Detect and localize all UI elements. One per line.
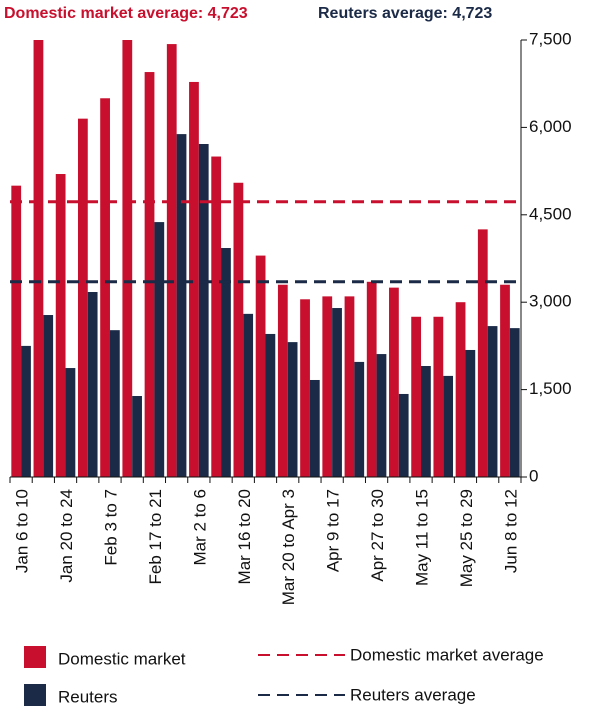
bar — [309, 379, 320, 477]
bar — [100, 98, 110, 478]
y-tick-label: 7,500 — [529, 29, 572, 48]
bar — [21, 345, 31, 477]
bar — [211, 156, 222, 478]
bar — [109, 330, 120, 477]
bar — [389, 287, 399, 477]
legend-label: Domestic market average — [350, 645, 544, 664]
bar — [43, 315, 54, 477]
chart-title: Domestic market average: 4,723 — [4, 5, 248, 22]
x-tick-label: Feb 3 to 7 — [101, 489, 120, 566]
legend-swatch — [24, 646, 46, 668]
bar — [87, 292, 98, 477]
bar — [465, 349, 476, 477]
bar — [421, 366, 431, 477]
x-tick-label: Jan 6 to 10 — [13, 489, 32, 573]
x-tick-label: Mar 16 to 20 — [235, 489, 254, 584]
bar — [65, 368, 76, 477]
bar — [189, 81, 199, 478]
x-tick-label: May 11 to 15 — [413, 489, 432, 586]
y-tick-label: 6,000 — [529, 117, 572, 136]
bar — [33, 40, 44, 477]
bar — [500, 284, 510, 477]
y-tick-label: 3,000 — [529, 292, 572, 311]
x-tick-label: Jan 20 to 24 — [57, 489, 76, 583]
bar — [332, 308, 342, 477]
bar — [322, 296, 333, 477]
bar — [366, 281, 377, 477]
legend-label: Domestic market — [58, 649, 186, 668]
bar — [300, 299, 310, 477]
bar — [487, 326, 498, 477]
bar — [411, 316, 422, 477]
bar — [166, 44, 177, 477]
legend-label: Reuters — [58, 687, 118, 706]
legend-label: Reuters average — [350, 685, 476, 704]
bar — [277, 284, 288, 477]
chart-subtitle: Reuters average: 4,723 — [318, 5, 492, 22]
bar — [11, 185, 22, 477]
bar — [122, 40, 133, 477]
bar — [233, 182, 244, 477]
bar — [221, 248, 231, 477]
bar — [433, 316, 444, 477]
x-tick-label: Mar 20 to Apr 3 — [279, 489, 298, 605]
bar — [132, 396, 142, 477]
bar — [376, 354, 387, 477]
x-tick-label: Apr 9 to 17 — [324, 489, 343, 572]
bar — [477, 229, 488, 477]
x-tick-label: Apr 27 to 30 — [368, 489, 387, 582]
bar — [255, 255, 266, 477]
x-tick-label: Feb 17 to 21 — [146, 489, 165, 584]
bar — [154, 222, 165, 477]
bar — [243, 313, 254, 477]
x-tick-label: Jun 8 to 12 — [501, 489, 520, 573]
bar — [144, 72, 155, 478]
bar — [344, 296, 355, 477]
bar — [398, 393, 409, 477]
bar — [198, 144, 209, 478]
bar — [287, 342, 298, 477]
bar — [77, 118, 88, 477]
y-tick-label: 0 — [529, 466, 538, 485]
x-tick-label: May 25 to 29 — [457, 489, 476, 587]
bar — [455, 302, 466, 477]
bar — [265, 333, 276, 477]
x-tick-label: Mar 2 to 6 — [190, 489, 209, 566]
y-tick-label: 4,500 — [529, 204, 572, 223]
bar — [443, 375, 454, 477]
bar — [55, 174, 66, 477]
bar — [176, 134, 187, 478]
bar — [509, 328, 520, 477]
bar — [354, 361, 365, 477]
y-tick-label: 1,500 — [529, 379, 572, 398]
legend-swatch — [24, 684, 46, 706]
